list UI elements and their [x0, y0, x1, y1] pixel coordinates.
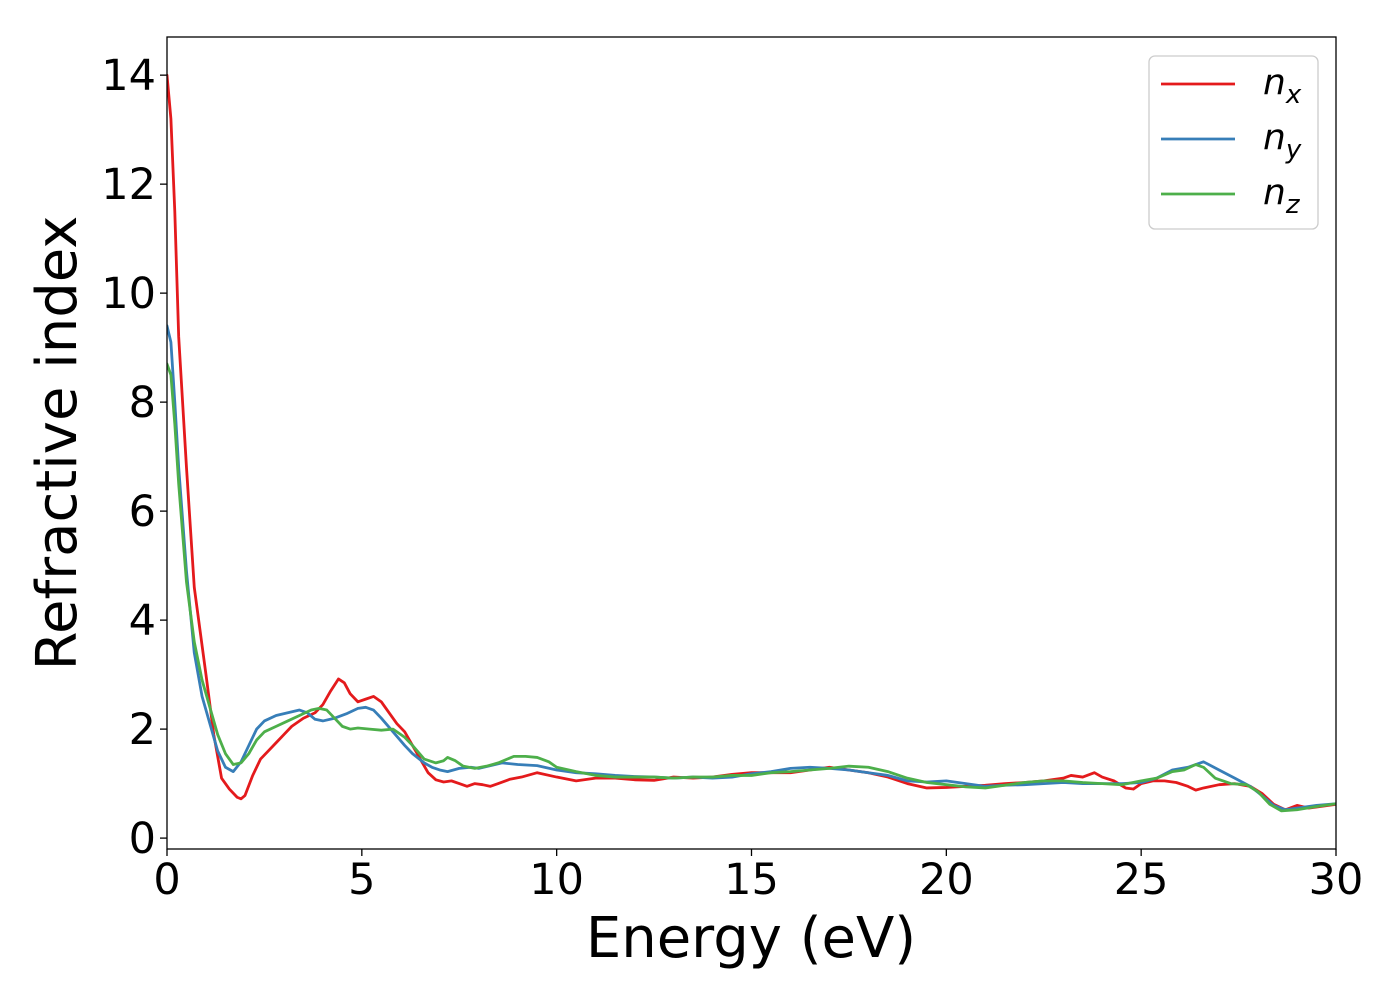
x-tick-label: 5	[348, 855, 375, 905]
x-tick-label: 15	[724, 855, 779, 905]
x-tick-label: 20	[919, 855, 974, 905]
y-tick-label: 6	[129, 487, 156, 537]
x-tick-label: 0	[153, 855, 180, 905]
series-line-x	[167, 73, 1336, 812]
y-tick-label: 14	[101, 51, 156, 101]
x-tick-label: 10	[529, 855, 584, 905]
y-axis-title: Refractive index	[25, 216, 90, 671]
plot-lines	[167, 73, 1336, 813]
legend-box	[1148, 55, 1319, 230]
legend-label-y: ny	[1263, 117, 1302, 165]
y-tick-label: 2	[129, 705, 156, 755]
x-axis-title: Energy (eV)	[586, 906, 916, 971]
legend-label-x: nx	[1263, 62, 1302, 110]
y-tick-label: 4	[129, 596, 156, 646]
y-axis-ticks: 0 2 4 6 8 10 12 14	[101, 51, 167, 864]
x-tick-label: 30	[1309, 855, 1364, 905]
x-tick-label: 25	[1114, 855, 1169, 905]
x-axis-ticks: 0 5 10 15 20 25 30	[153, 849, 1363, 905]
legend-label-z: nz	[1263, 172, 1301, 220]
series-line-z	[167, 362, 1336, 813]
y-tick-label: 0	[129, 814, 156, 864]
y-tick-label: 12	[101, 160, 156, 210]
y-tick-label: 8	[129, 378, 156, 428]
y-tick-label: 10	[101, 269, 156, 319]
legend: nx ny nz	[1148, 55, 1319, 230]
